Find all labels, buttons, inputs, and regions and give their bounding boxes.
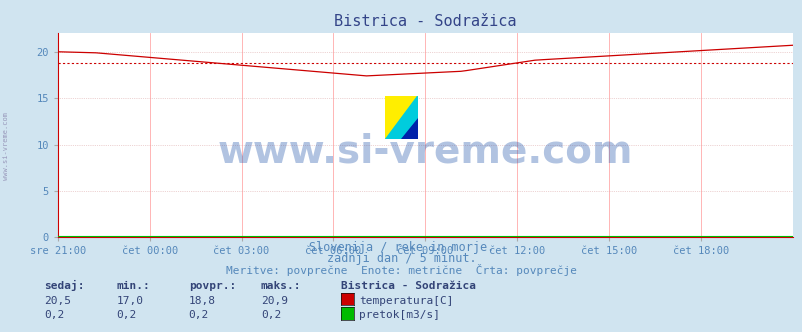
Text: Meritve: povprečne  Enote: metrične  Črta: povprečje: Meritve: povprečne Enote: metrične Črta:… [225,264,577,276]
Text: 0,2: 0,2 [261,310,281,320]
Text: www.si-vreme.com: www.si-vreme.com [3,112,10,180]
Text: sedaj:: sedaj: [44,280,84,291]
Text: temperatura[C]: temperatura[C] [358,296,453,306]
Text: 0,2: 0,2 [188,310,209,320]
Text: Slovenija / reke in morje.: Slovenija / reke in morje. [309,241,493,254]
Text: 0,2: 0,2 [44,310,64,320]
Text: maks.:: maks.: [261,281,301,291]
Text: Bistrica - Sodražica: Bistrica - Sodražica [341,281,476,291]
Text: povpr.:: povpr.: [188,281,236,291]
Polygon shape [401,118,417,139]
Text: 0,2: 0,2 [116,310,136,320]
Text: 17,0: 17,0 [116,296,144,306]
Text: min.:: min.: [116,281,150,291]
Polygon shape [385,96,417,139]
Text: zadnji dan / 5 minut.: zadnji dan / 5 minut. [326,252,476,265]
Text: www.si-vreme.com: www.si-vreme.com [217,132,632,171]
Text: 20,5: 20,5 [44,296,71,306]
Text: 20,9: 20,9 [261,296,288,306]
Text: pretok[m3/s]: pretok[m3/s] [358,310,439,320]
Title: Bistrica - Sodražica: Bistrica - Sodražica [334,14,516,29]
Polygon shape [385,96,417,139]
Text: 18,8: 18,8 [188,296,216,306]
